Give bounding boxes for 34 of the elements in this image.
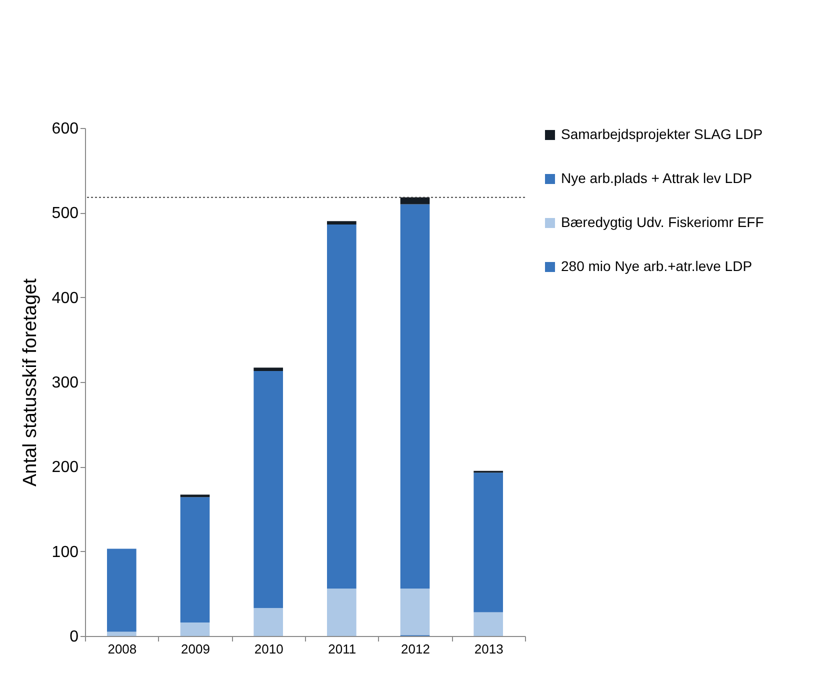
y-tick-label: 400 (52, 290, 79, 307)
bar (400, 588, 430, 636)
bar (327, 224, 356, 589)
x-tick-label: 2008 (108, 642, 137, 656)
legend-label: Samarbejdsprojekter SLAG LDP (561, 126, 763, 142)
y-tick-label: 500 (52, 205, 79, 222)
bar (327, 221, 356, 225)
x-tick-label: 2012 (401, 642, 430, 656)
y-tick-label: 600 (52, 120, 79, 138)
bar (180, 494, 210, 498)
bar (180, 497, 210, 622)
bar (180, 622, 210, 636)
x-tick-label: 2013 (474, 642, 504, 656)
y-tick-label: 300 (52, 374, 79, 392)
bar (107, 548, 136, 632)
bar (400, 204, 430, 589)
legend-label: Nye arb.plads + Attrak lev LDP (561, 170, 752, 186)
legend-label: 280 mio Nye arb.+atr.leve LDP (561, 258, 752, 274)
bar (400, 197, 430, 204)
x-tick-label: 2010 (254, 642, 284, 656)
x-tick-label: 2011 (328, 642, 356, 656)
bar (474, 472, 503, 612)
bar (107, 632, 136, 636)
bar (254, 370, 283, 608)
y-axis-title: Antal statusskif foretaget (20, 278, 41, 487)
legend-label: Bæredygtig Udv. Fiskeriomr EFF (561, 214, 764, 230)
y-tick-label: 0 (70, 628, 79, 646)
bar (327, 588, 356, 636)
y-tick-label: 100 (52, 544, 79, 561)
bar (474, 612, 503, 636)
y-tick-label: 200 (52, 459, 79, 476)
bar (254, 368, 283, 371)
bar (254, 608, 283, 636)
x-tick-label: 2009 (181, 642, 210, 656)
